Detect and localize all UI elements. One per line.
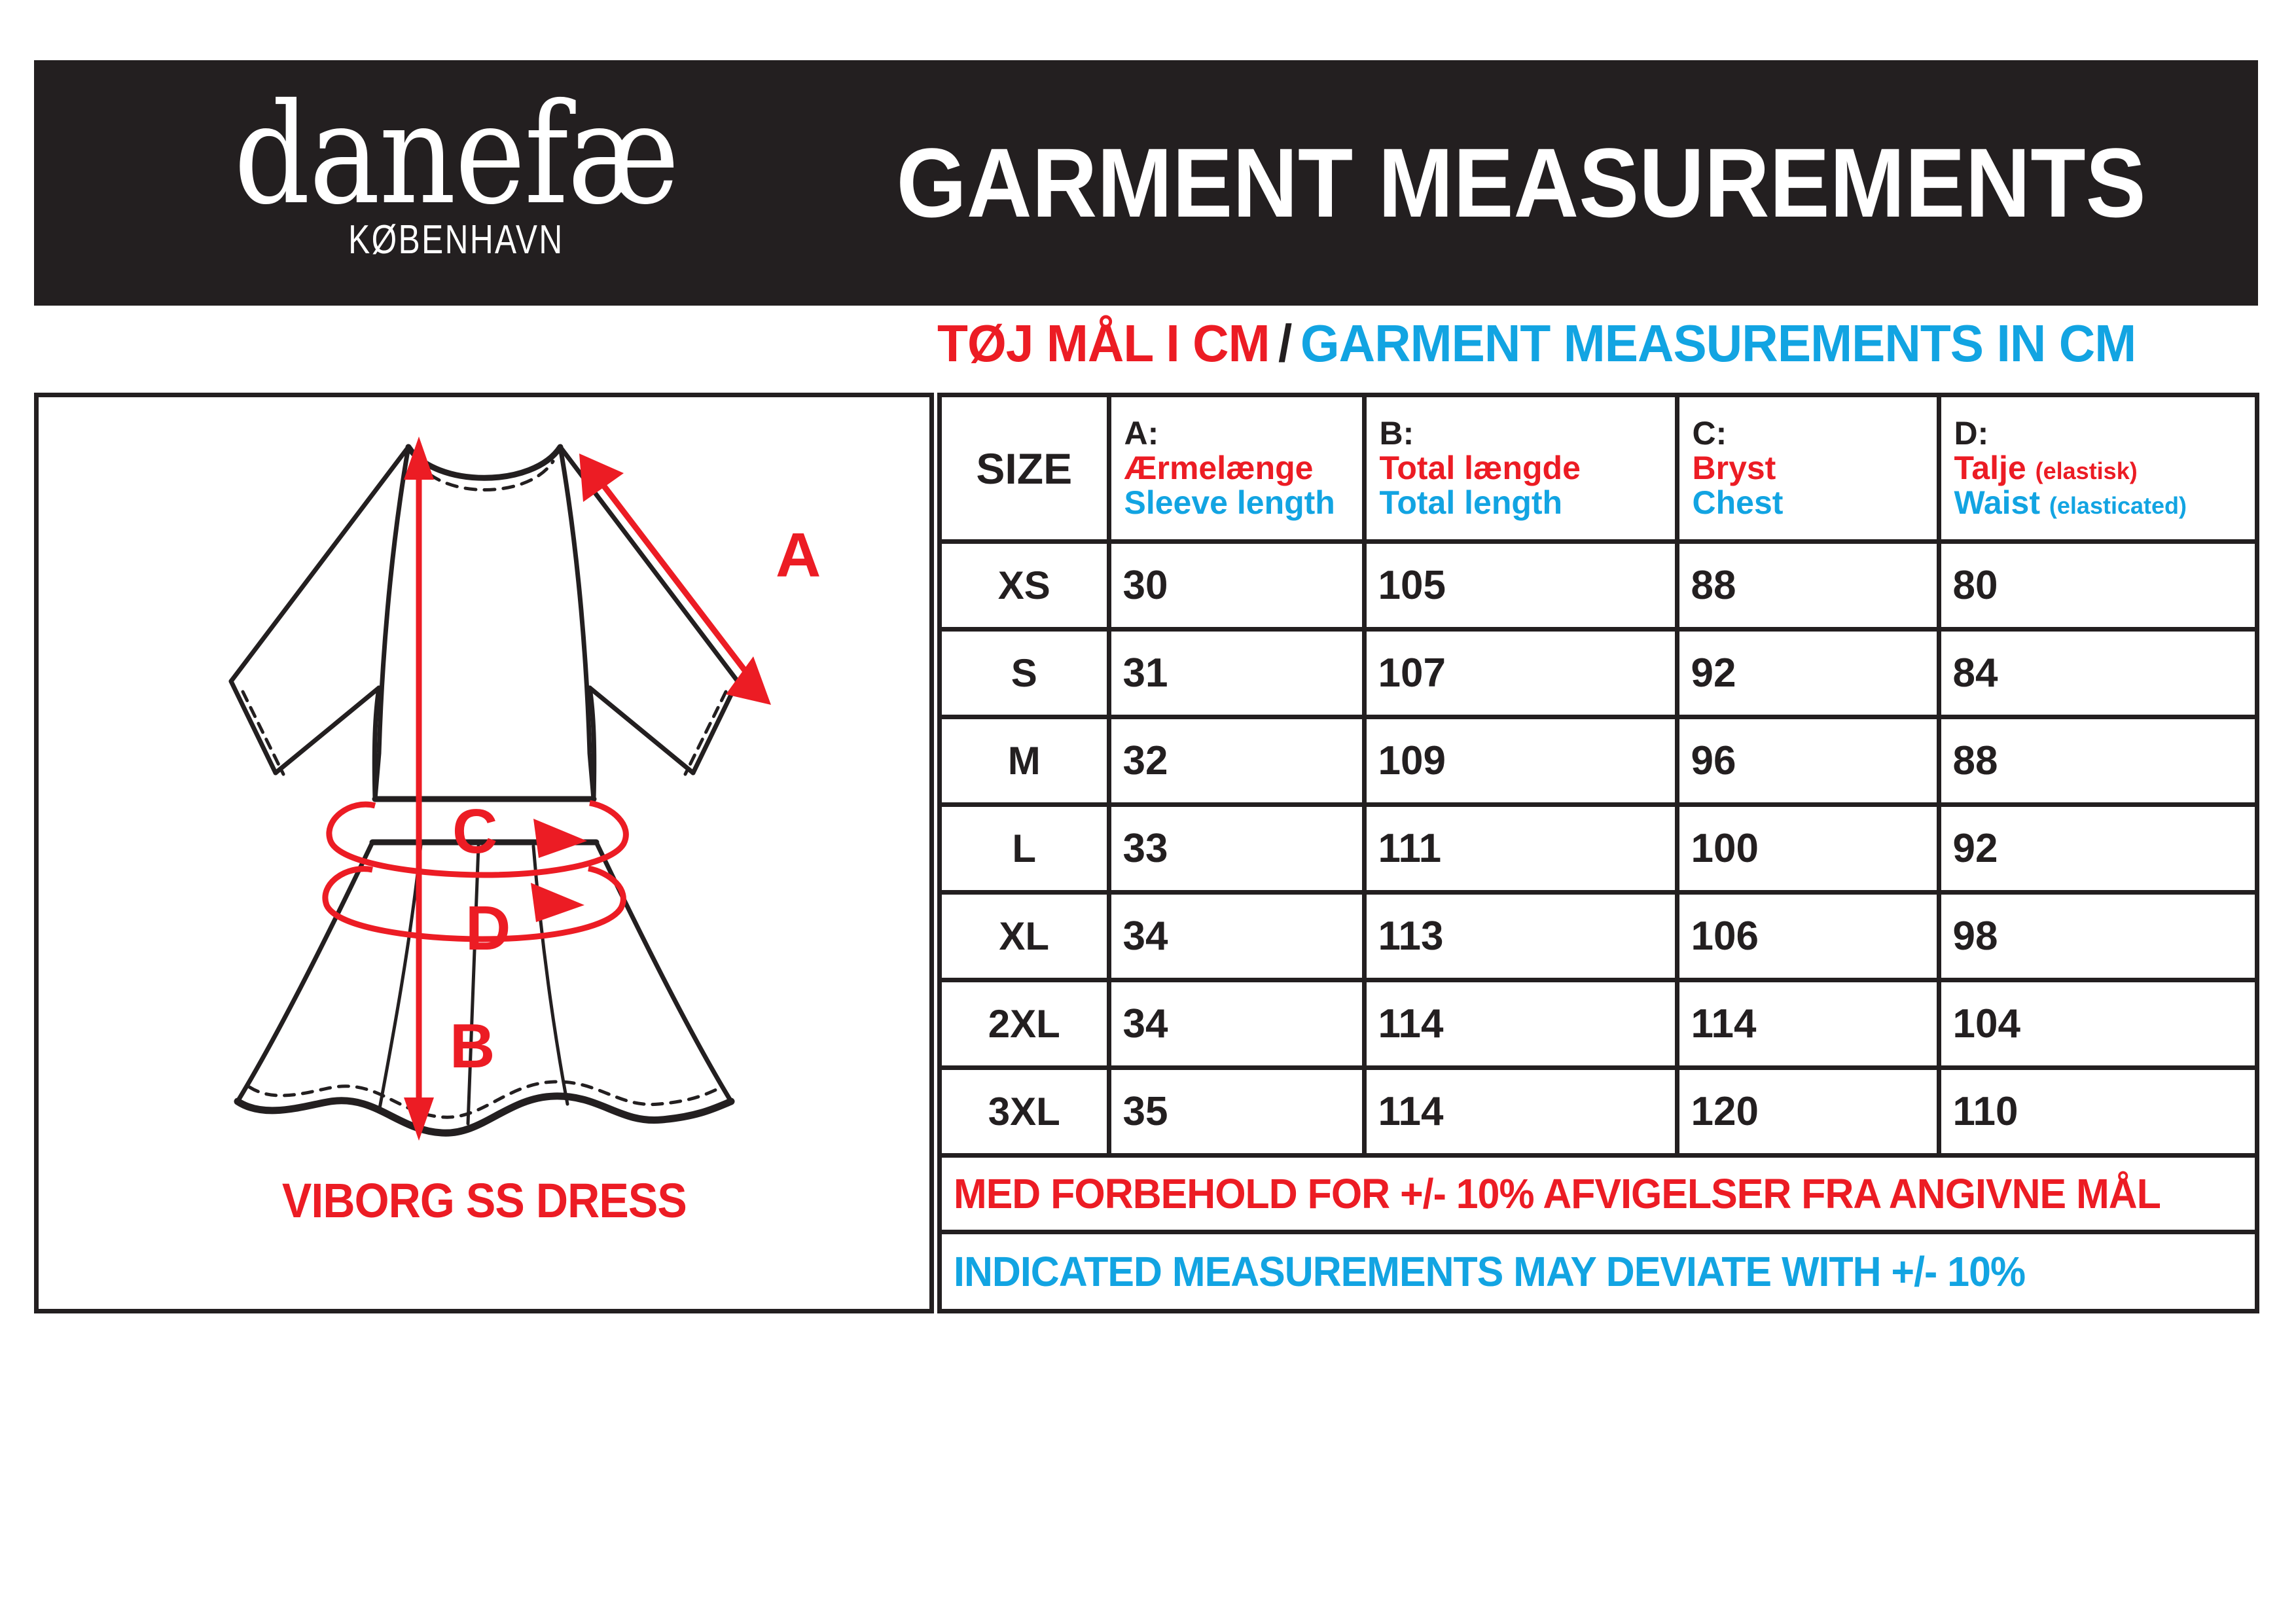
column-header-a-english: Sleeve length bbox=[1124, 484, 1335, 522]
cell-waist: 80 bbox=[1939, 541, 2255, 632]
measurements-table-wrapper: SIZE A: Ærmelænge Sleeve length B: Total… bbox=[937, 393, 2259, 1313]
garment-drawing: A D C B bbox=[39, 397, 929, 1173]
subtitle-line: TØJ MÅL I CM / GARMENT MEASUREMENTS IN C… bbox=[937, 314, 2206, 373]
cell-size: XL bbox=[942, 892, 1111, 983]
cell-chest: 92 bbox=[1677, 629, 1941, 720]
cell-size: 3XL bbox=[942, 1067, 1111, 1158]
table-row: XS 30 105 88 80 bbox=[942, 541, 2255, 632]
column-header-b-english: Total length bbox=[1379, 484, 1563, 522]
cell-sleeve-length: 31 bbox=[1109, 629, 1367, 720]
table-row: M 32 109 96 88 bbox=[942, 717, 2255, 808]
cell-sleeve-length: 34 bbox=[1109, 980, 1367, 1071]
column-header-a-danish: Ærmelænge bbox=[1124, 450, 1314, 487]
column-header-d-english-note: (elasticated) bbox=[2049, 492, 2187, 520]
cell-waist: 104 bbox=[1939, 980, 2255, 1071]
marker-label-b: B bbox=[450, 1011, 495, 1081]
column-header-b: B: Total længde Total length bbox=[1364, 397, 1679, 544]
cell-waist: 92 bbox=[1939, 804, 2255, 895]
cell-chest: 114 bbox=[1677, 980, 1941, 1071]
cell-total-length: 109 bbox=[1364, 717, 1679, 808]
table-row: S 31 107 92 84 bbox=[942, 629, 2255, 720]
dress-technical-drawing-icon: A D C B bbox=[228, 437, 821, 1141]
brand-logo: danefæ KØBENHAVN bbox=[34, 60, 878, 306]
column-header-d-danish-note: (elastisk) bbox=[2035, 457, 2138, 485]
cell-total-length: 107 bbox=[1364, 629, 1679, 720]
subtitle-separator: / bbox=[1278, 314, 1292, 372]
column-header-a: A: Ærmelænge Sleeve length bbox=[1109, 397, 1367, 544]
cell-waist: 110 bbox=[1939, 1067, 2255, 1158]
measurements-table: SIZE A: Ærmelænge Sleeve length B: Total… bbox=[942, 397, 2255, 1309]
cell-total-length: 111 bbox=[1364, 804, 1679, 895]
brand-logo-wordmark: danefæ bbox=[234, 73, 679, 235]
cell-waist: 88 bbox=[1939, 717, 2255, 808]
column-header-d-english: Waist bbox=[1954, 484, 2041, 522]
column-header-d-letter: D: bbox=[1954, 415, 1989, 452]
column-header-b-danish: Total længde bbox=[1379, 450, 1581, 487]
column-header-size: SIZE bbox=[942, 397, 1111, 544]
table-row: 3XL 35 114 120 110 bbox=[942, 1067, 2255, 1158]
cell-waist: 98 bbox=[1939, 892, 2255, 983]
table-header-row: SIZE A: Ærmelænge Sleeve length B: Total… bbox=[942, 397, 2255, 544]
cell-total-length: 114 bbox=[1364, 1067, 1679, 1158]
cell-size: S bbox=[942, 629, 1111, 720]
cell-sleeve-length: 33 bbox=[1109, 804, 1367, 895]
column-header-d: D: Talje (elastisk) Waist (elasticated) bbox=[1939, 397, 2255, 544]
cell-waist: 84 bbox=[1939, 629, 2255, 720]
table-row: 2XL 34 114 114 104 bbox=[942, 980, 2255, 1071]
column-header-d-danish: Talje bbox=[1954, 450, 2026, 487]
cell-sleeve-length: 34 bbox=[1109, 892, 1367, 983]
cell-chest: 88 bbox=[1677, 541, 1941, 632]
cell-total-length: 113 bbox=[1364, 892, 1679, 983]
garment-name-caption: VIBORG SS DRESS bbox=[281, 1173, 687, 1228]
cell-size: 2XL bbox=[942, 980, 1111, 1071]
cell-sleeve-length: 35 bbox=[1109, 1067, 1367, 1158]
deviation-note-english: INDICATED MEASUREMENTS MAY DEVIATE WITH … bbox=[954, 1248, 2026, 1296]
cell-size: M bbox=[942, 717, 1111, 808]
cell-total-length: 114 bbox=[1364, 980, 1679, 1071]
cell-total-length: 105 bbox=[1364, 541, 1679, 632]
column-header-a-letter: A: bbox=[1124, 415, 1159, 452]
cell-chest: 100 bbox=[1677, 804, 1941, 895]
table-row: L 33 111 100 92 bbox=[942, 804, 2255, 895]
column-header-c-danish: Bryst bbox=[1692, 450, 1776, 487]
cell-chest: 96 bbox=[1677, 717, 1941, 808]
column-header-c: C: Bryst Chest bbox=[1677, 397, 1941, 544]
header-bar: danefæ KØBENHAVN GARMENT MEASUREMENTS bbox=[34, 60, 2258, 306]
cell-size: XS bbox=[942, 541, 1111, 632]
marker-label-d: D bbox=[465, 893, 511, 963]
marker-label-c: C bbox=[452, 796, 497, 866]
marker-label-a: A bbox=[776, 520, 821, 590]
column-header-c-letter: C: bbox=[1692, 415, 1727, 452]
cell-sleeve-length: 30 bbox=[1109, 541, 1367, 632]
cell-chest: 106 bbox=[1677, 892, 1941, 983]
column-header-d-danish-line: Talje (elastisk) bbox=[1954, 451, 2255, 486]
brand-logo-subtitle: KØBENHAVN bbox=[348, 217, 564, 263]
column-header-b-letter: B: bbox=[1379, 415, 1414, 452]
column-header-d-english-line: Waist (elasticated) bbox=[1954, 486, 2255, 520]
subtitle-danish: TØJ MÅL I CM bbox=[937, 314, 1270, 372]
table-note-row-english: INDICATED MEASUREMENTS MAY DEVIATE WITH … bbox=[942, 1232, 2255, 1309]
cell-chest: 120 bbox=[1677, 1067, 1941, 1158]
column-header-c-english: Chest bbox=[1692, 484, 1784, 522]
cell-sleeve-length: 32 bbox=[1109, 717, 1367, 808]
garment-illustration-panel: A D C B VIBORG SS DRESS bbox=[34, 393, 934, 1313]
table-note-row-danish: MED FORBEHOLD FOR +/- 10% AFVIGELSER FRA… bbox=[942, 1155, 2255, 1235]
table-row: XL 34 113 106 98 bbox=[942, 892, 2255, 983]
subtitle-english: GARMENT MEASUREMENTS IN CM bbox=[1300, 314, 2136, 372]
page-title: GARMENT MEASUREMENTS bbox=[896, 128, 2146, 238]
deviation-note-danish: MED FORBEHOLD FOR +/- 10% AFVIGELSER FRA… bbox=[942, 1155, 2255, 1235]
cell-size: L bbox=[942, 804, 1111, 895]
